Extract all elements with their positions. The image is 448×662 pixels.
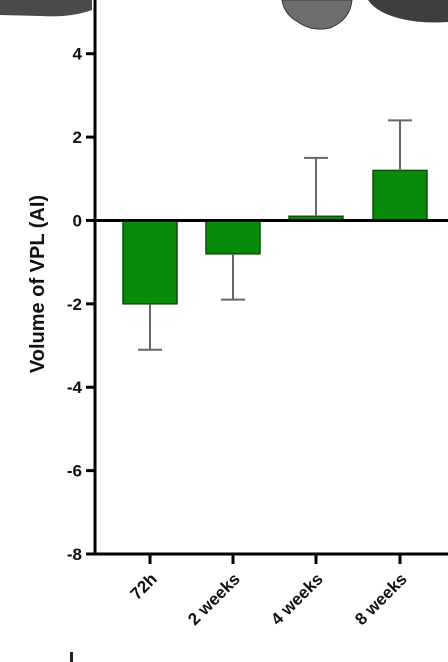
y-tick-label: 2 — [73, 128, 82, 147]
x-tick-label: 2 weeks — [184, 569, 244, 629]
y-tick-label: 4 — [73, 45, 83, 64]
y-tick-label: -8 — [67, 545, 82, 564]
bar — [372, 169, 428, 222]
y-tick-label: -2 — [67, 295, 82, 314]
y-tick-label: -4 — [67, 378, 83, 397]
cropped-image-fragment-right — [368, 0, 448, 23]
cropped-image-fragment-middle — [281, 0, 353, 30]
y-axis: -8 -6 -4 -2 0 2 4 — [67, 0, 97, 564]
cropped-image-fragment-left — [0, 0, 92, 17]
cropped-image-fragment-bottom — [70, 652, 73, 662]
bar — [122, 219, 178, 305]
y-axis-title: Volume of VPL (AI) — [27, 195, 49, 373]
x-tick-label: 4 weeks — [267, 569, 327, 629]
x-tick-label: 8 weeks — [351, 569, 411, 629]
bars — [122, 119, 428, 351]
x-tick-label: 72h — [127, 569, 161, 603]
y-tick-label: 0 — [73, 211, 82, 230]
y-tick-label: -6 — [67, 462, 82, 481]
bar — [205, 219, 261, 255]
